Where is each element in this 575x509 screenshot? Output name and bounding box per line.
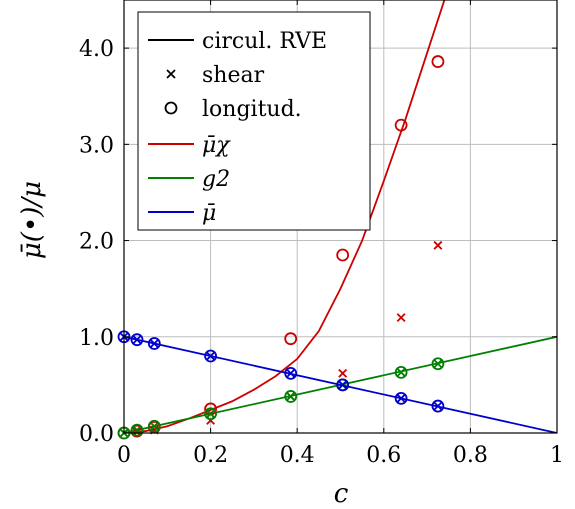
series-curves: [124, 0, 557, 433]
longitudinal-point-mu_bar: [284, 366, 298, 380]
shear-point-mu_bar: [433, 401, 443, 411]
longitudinal-point-g2: [284, 390, 298, 403]
legend: circul. RVE shear longitud. μ̄χ g2 μ̄: [137, 11, 371, 231]
longitudinal-point-g2: [431, 357, 445, 371]
legend-label: g2: [202, 167, 230, 192]
x-tick-label: 0.4: [280, 443, 315, 468]
longitudinal-point-mu_bar: [394, 391, 408, 405]
longitudinal-point-g2: [204, 407, 218, 421]
legend-label: μ̄: [202, 201, 216, 226]
shear-point-mu_bar: [132, 335, 142, 345]
y-tick-label: 1.0: [79, 326, 114, 351]
legend-label: circul. RVE: [202, 29, 327, 54]
x-tick-label: 0: [117, 443, 131, 468]
shear-point-g2: [396, 367, 406, 377]
longitudinal-point-mu_bar: [130, 333, 144, 347]
longitudinal-point-mu_bar: [431, 399, 445, 413]
legend-box: [137, 11, 371, 231]
legend-label: shear: [202, 63, 265, 88]
longitudinal-point-mu_chi: [431, 55, 445, 68]
shear-point-mu_chi: [396, 313, 406, 322]
x-tick-labels: 0 0.2 0.4 0.6 0.8 1: [117, 443, 564, 468]
longitudinal-point-mu_bar: [336, 378, 350, 392]
shear-point-mu_bar: [149, 339, 159, 348]
x-axis-label: c: [334, 479, 349, 509]
series-markers: [117, 55, 445, 440]
longitudinal-point-mu_chi: [284, 332, 298, 346]
longitudinal-point-mu_bar: [147, 337, 161, 350]
y-tick-labels: 0.0 1.0 2.0 3.0 4.0: [79, 37, 114, 447]
legend-label: μ̄χ: [202, 133, 231, 158]
shear-point-mu_bar: [206, 351, 216, 361]
shear-point-g2: [149, 421, 159, 431]
x-tick-label: 1: [550, 443, 564, 468]
shear-point-mu_chi: [433, 240, 443, 250]
longitudinal-point-mu_bar: [204, 349, 218, 363]
shear-point-g2: [433, 359, 443, 369]
y-tick-label: 0.0: [79, 422, 114, 447]
series-line-mu_bar: [124, 335, 557, 433]
shear-point-mu_bar: [396, 393, 406, 403]
y-tick-label: 3.0: [79, 133, 114, 158]
series-line-mu_chi: [124, 0, 446, 433]
y-tick-label: 4.0: [79, 37, 114, 62]
longitudinal-point-mu_chi: [394, 118, 408, 132]
legend-swatch-cross: [166, 69, 176, 79]
shear-point-mu_bar: [338, 380, 348, 390]
legend-label: longitud.: [202, 97, 302, 122]
longitudinal-point-g2: [130, 423, 144, 437]
shear-point-mu_chi: [338, 368, 348, 378]
x-tick-label: 0.2: [193, 443, 228, 468]
longitudinal-point-g2: [394, 365, 408, 379]
longitudinal-point-g2: [147, 419, 161, 433]
shear-point-g2: [206, 409, 216, 419]
axis-ticks: [123, 0, 558, 434]
y-tick-label: 2.0: [79, 230, 114, 255]
legend-swatch-circle: [164, 101, 178, 115]
y-axis-label: μ̄(•)/μ: [17, 181, 47, 259]
shear-point-g2: [286, 391, 296, 401]
shear-point-mu_bar: [286, 368, 296, 378]
longitudinal-point-mu_chi: [336, 248, 350, 262]
x-tick-label: 0.6: [366, 443, 401, 468]
plot-frame: [123, 0, 558, 434]
x-tick-label: 0.8: [453, 443, 488, 468]
